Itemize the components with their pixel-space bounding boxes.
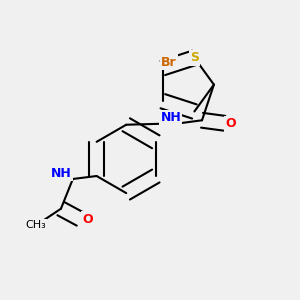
Text: S: S (190, 51, 199, 64)
Text: NH: NH (160, 111, 181, 124)
Text: NH: NH (51, 167, 71, 179)
Text: CH₃: CH₃ (25, 220, 46, 230)
Text: O: O (225, 117, 236, 130)
Text: O: O (82, 213, 93, 226)
Text: Br: Br (161, 56, 177, 69)
